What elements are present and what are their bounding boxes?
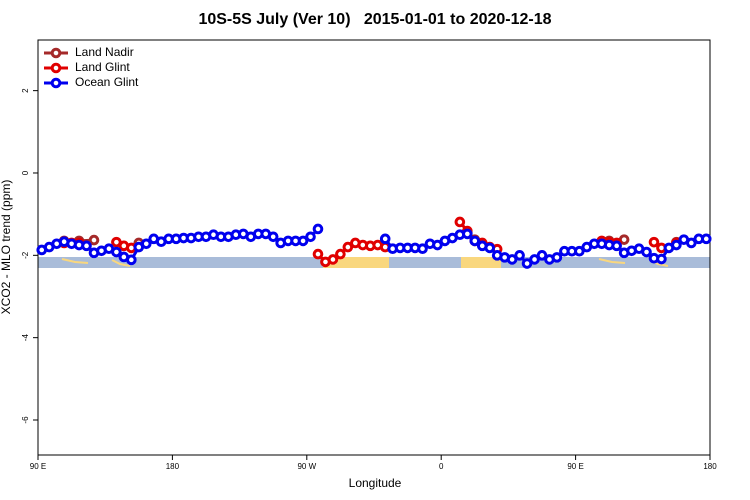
- legend-marker: [50, 62, 62, 74]
- x-tick-label: 180: [703, 462, 717, 471]
- point: [417, 243, 428, 255]
- x-tick-label: 90 W: [297, 462, 316, 471]
- point: [484, 242, 496, 254]
- y-tick-label: 2: [21, 88, 30, 93]
- land-patch: [461, 257, 501, 268]
- x-tick-label: 90 E: [567, 462, 583, 471]
- point: [574, 245, 585, 257]
- point: [462, 228, 473, 240]
- point: [671, 239, 682, 251]
- point: [267, 231, 279, 243]
- point: [656, 253, 667, 265]
- point: [312, 223, 324, 235]
- point: [521, 258, 533, 269]
- point: [551, 252, 563, 263]
- point: [81, 240, 92, 252]
- x-tick-label: 180: [166, 462, 180, 471]
- y-axis-label: XCO2 - MLO trend (ppm): [0, 180, 13, 315]
- point: [327, 254, 339, 265]
- point: [312, 248, 324, 260]
- legend-marker: [50, 77, 62, 89]
- chart-title: 10S-5S July (Ver 10) 2015-01-01 to 2020-…: [198, 11, 551, 28]
- legend-label: Ocean Glint: [75, 75, 139, 89]
- point: [335, 248, 346, 260]
- y-tick-label: -4: [21, 334, 30, 342]
- legend-label: Land Nadir: [75, 45, 134, 59]
- land-patch: [323, 257, 389, 268]
- point: [686, 237, 697, 249]
- point: [536, 250, 548, 261]
- x-tick-label: 0: [439, 462, 444, 471]
- point: [454, 216, 466, 228]
- map-strip: [38, 257, 710, 268]
- point: [648, 236, 660, 248]
- x-axis-label: Longitude: [349, 476, 402, 490]
- point: [529, 254, 540, 265]
- point: [379, 233, 391, 245]
- y-tick-label: 0: [21, 170, 30, 175]
- point: [514, 250, 525, 261]
- point: [641, 246, 652, 258]
- y-tick-label: -2: [21, 251, 30, 259]
- point: [140, 238, 152, 250]
- point: [432, 239, 443, 251]
- point: [297, 235, 309, 247]
- point: [611, 240, 622, 252]
- point: [305, 231, 316, 243]
- land-patch: [61, 258, 131, 267]
- legend-marker: [50, 47, 62, 59]
- point: [506, 254, 518, 265]
- point: [700, 233, 712, 245]
- point: [342, 241, 354, 253]
- point: [111, 246, 122, 258]
- point: [469, 235, 481, 247]
- point: [88, 234, 100, 246]
- y-tick-label: -6: [21, 416, 30, 424]
- legend-label: Land Glint: [75, 60, 130, 74]
- point: [126, 254, 137, 266]
- x-tick-label: 90 E: [30, 462, 46, 471]
